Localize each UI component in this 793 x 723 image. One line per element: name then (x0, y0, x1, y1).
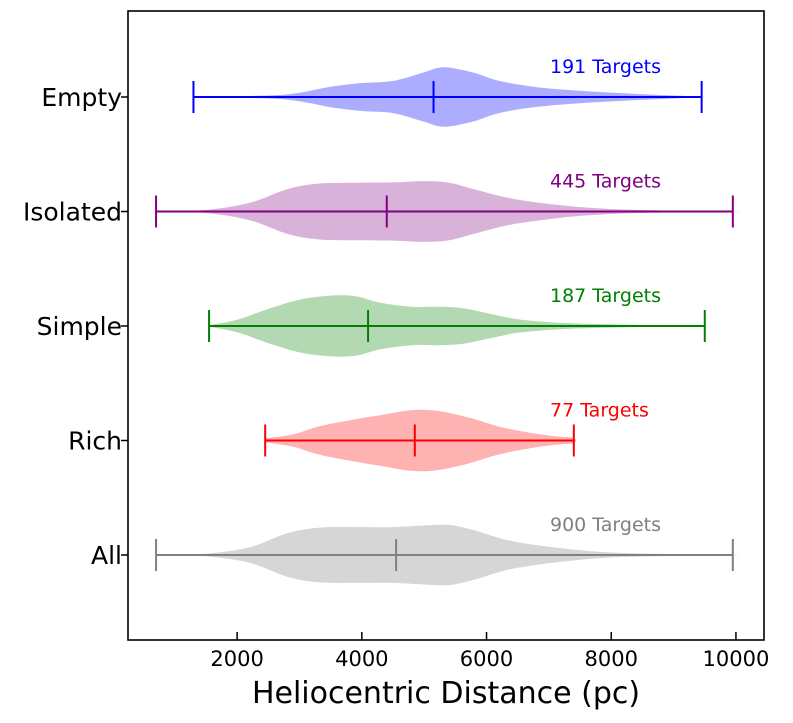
count-label-all: 900 Targets (550, 514, 661, 536)
category-label-simple: Simple (37, 312, 122, 341)
x-tick-label-8000: 8000 (585, 647, 638, 671)
count-label-empty: 191 Targets (550, 56, 661, 78)
x-tick-label-6000: 6000 (460, 647, 513, 671)
violin-group-empty: 191 Targets (192, 56, 706, 127)
category-label-isolated: Isolated (23, 198, 122, 227)
x-tick-label-2000: 2000 (210, 647, 263, 671)
x-axis: 2000 4000 6000 8000 10000 (210, 632, 769, 671)
category-label-all: All (91, 541, 122, 570)
category-label-rich: Rich (68, 427, 122, 456)
violin-group-simple: 187 Targets (208, 285, 709, 357)
violins-layer: 191 Targets 445 Targets 187 Targets 77 Targ… (155, 56, 741, 586)
x-tick-label-10000: 10000 (703, 647, 770, 671)
count-label-simple: 187 Targets (550, 285, 661, 307)
category-label-empty: Empty (41, 83, 122, 112)
count-label-rich: 77 Targets (550, 400, 649, 422)
violin-group-rich: 77 Targets (264, 400, 649, 472)
x-tick-label-4000: 4000 (335, 647, 388, 671)
violin-group-isolated: 445 Targets (155, 171, 741, 242)
x-axis-title: Heliocentric Distance (pc) (252, 676, 640, 711)
count-label-isolated: 445 Targets (550, 171, 661, 193)
violin-group-all: 900 Targets (155, 514, 741, 586)
y-axis: Empty Isolated Simple Rich All (23, 83, 128, 570)
